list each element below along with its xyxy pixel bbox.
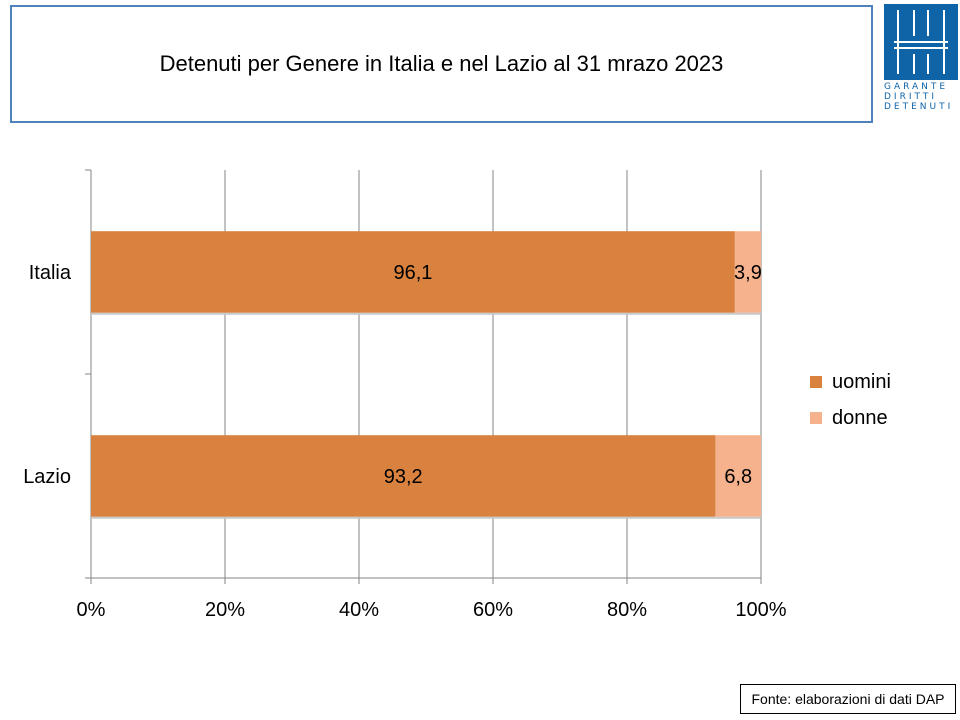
data-label-donne: 3,9 bbox=[734, 262, 762, 284]
logo-text-line-1: GARANTE bbox=[884, 82, 949, 92]
category-label: Italia bbox=[29, 262, 72, 284]
legend: uomini donne bbox=[810, 364, 930, 436]
bar-donne bbox=[734, 231, 761, 313]
legend-swatch-uomini bbox=[810, 376, 822, 388]
legend-swatch-donne bbox=[810, 412, 822, 424]
legend-label-uomini: uomini bbox=[832, 370, 891, 393]
legend-item-uomini: uomini bbox=[810, 364, 930, 400]
chart-title: Detenuti per Genere in Italia e nel Lazi… bbox=[159, 51, 724, 76]
logo-emblem-icon bbox=[884, 4, 958, 80]
legend-item-donne: donne bbox=[810, 400, 930, 436]
data-label-uomini: 93,2 bbox=[384, 466, 423, 488]
logo-mark bbox=[884, 4, 958, 80]
category-label: Lazio bbox=[23, 466, 71, 488]
x-tick-label: 80% bbox=[607, 599, 647, 621]
x-tick-label: 20% bbox=[205, 599, 245, 621]
bar-uomini bbox=[91, 231, 735, 313]
source-note: Fonte: elaborazioni di dati DAP bbox=[740, 684, 956, 714]
x-tick-label: 60% bbox=[473, 599, 513, 621]
bar-uomini bbox=[91, 435, 716, 517]
logo-text-line-2: DIRITTI bbox=[884, 92, 937, 102]
legend-label-donne: donne bbox=[832, 406, 888, 429]
x-tick-label: 40% bbox=[339, 599, 379, 621]
data-label-donne: 6,8 bbox=[724, 466, 752, 488]
bar-donne bbox=[715, 435, 761, 517]
x-tick-label: 0% bbox=[77, 599, 106, 621]
data-label-uomini: 96,1 bbox=[393, 262, 432, 284]
title-box: Detenuti per Genere in Italia e nel Lazi… bbox=[10, 5, 873, 123]
x-tick-label: 100% bbox=[735, 599, 786, 621]
garante-logo: GARANTE DIRITTI DETENUTI bbox=[884, 4, 958, 112]
logo-text-line-3: DETENUTI bbox=[884, 102, 954, 112]
